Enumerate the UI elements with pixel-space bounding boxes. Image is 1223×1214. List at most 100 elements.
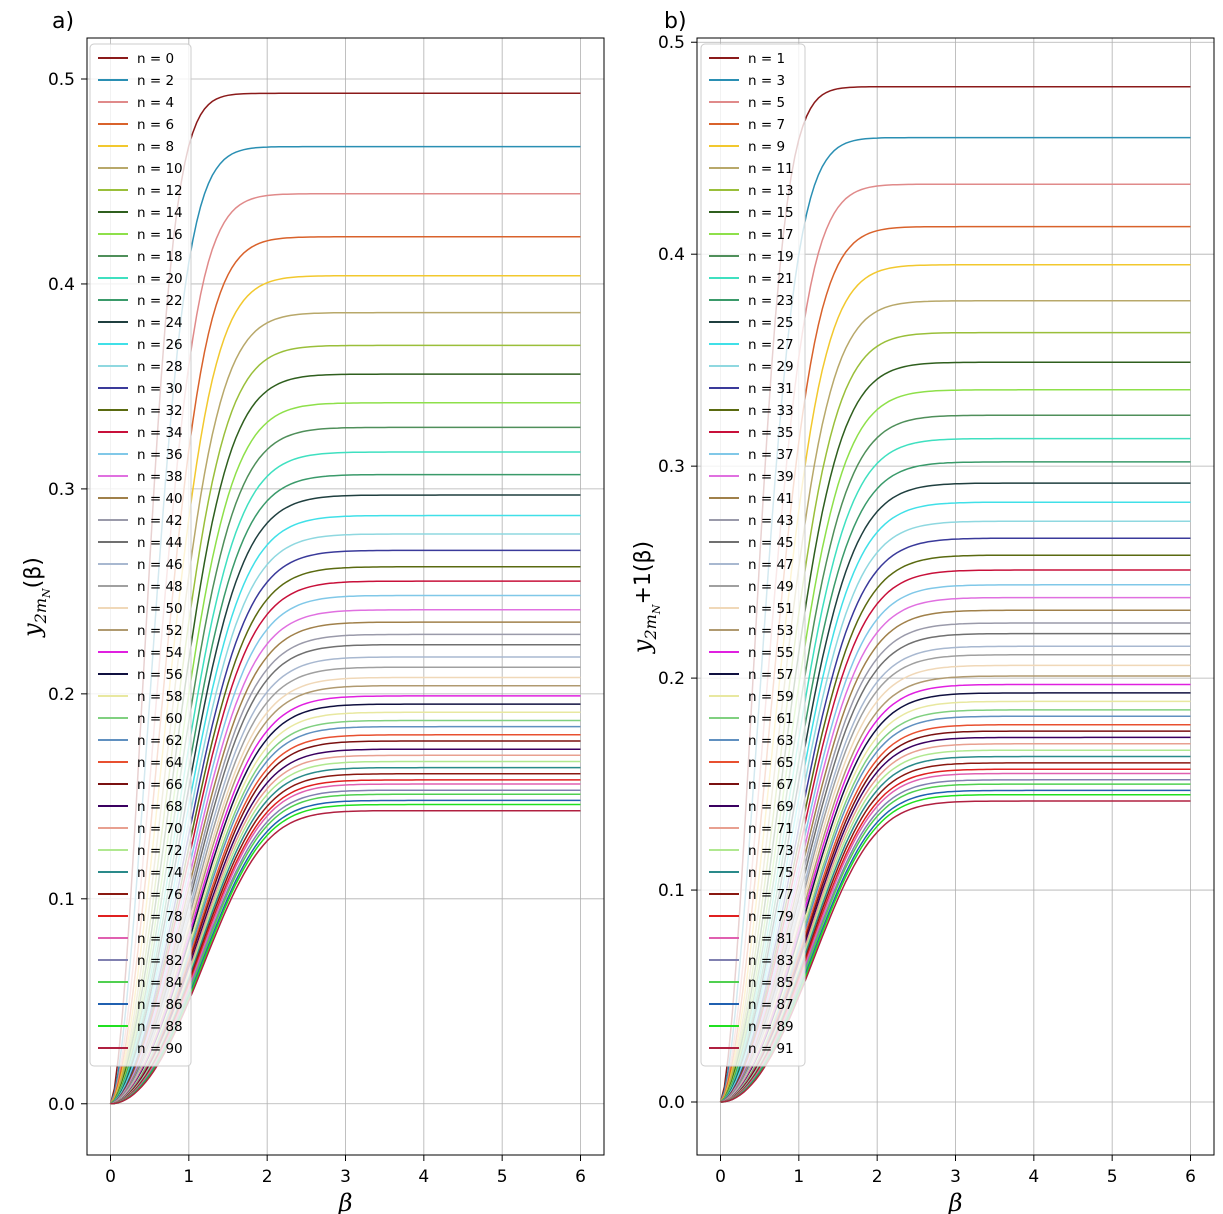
y-tick-label: 0.0 — [658, 1093, 685, 1113]
legend-label: n = 73 — [748, 843, 794, 859]
x-axis-label: β — [338, 1189, 353, 1214]
legend-label: n = 11 — [748, 161, 794, 177]
legend-label: n = 13 — [748, 183, 794, 199]
legend-label: n = 0 — [137, 51, 174, 67]
legend-label: n = 54 — [137, 645, 183, 661]
legend-label: n = 80 — [137, 931, 183, 947]
legend-label: n = 75 — [748, 865, 794, 881]
legend-label: n = 39 — [748, 469, 794, 485]
legend-label: n = 29 — [748, 359, 794, 375]
legend-label: n = 19 — [748, 249, 794, 265]
legend-label: n = 91 — [748, 1041, 794, 1057]
x-tick-label: 3 — [340, 1167, 351, 1187]
legend-label: n = 21 — [748, 271, 794, 287]
legend-label: n = 59 — [748, 689, 794, 705]
legend-label: n = 23 — [748, 293, 794, 309]
legend-label: n = 46 — [137, 557, 183, 573]
chart-panel-b: 0 1 2 3 4 5 6 0.0 0.1 0.2 0.3 0.4 0.5 β y2mN+1(β) b) n =… — [628, 9, 1215, 1214]
legend-label: n = 62 — [137, 733, 183, 749]
legend-label: n = 78 — [137, 909, 183, 925]
legend-label: n = 41 — [748, 491, 794, 507]
x-tick-label: 5 — [497, 1167, 508, 1187]
legend-label: n = 70 — [137, 821, 183, 837]
legend-label: n = 57 — [748, 667, 794, 683]
legend-label: n = 55 — [748, 645, 794, 661]
legend-label: n = 83 — [748, 953, 794, 969]
y-tick-label: 0.0 — [48, 1095, 75, 1115]
legend-label: n = 32 — [137, 403, 183, 419]
y-tick-label: 0.3 — [48, 480, 75, 500]
legend-label: n = 84 — [137, 975, 183, 991]
y-tick-label: 0.2 — [658, 669, 685, 689]
legend-label: n = 30 — [137, 381, 183, 397]
legend-label: n = 4 — [137, 95, 174, 111]
legend-label: n = 43 — [748, 513, 794, 529]
legend-label: n = 38 — [137, 469, 183, 485]
legend-label: n = 85 — [748, 975, 794, 991]
x-tick-label: 2 — [872, 1167, 883, 1187]
legend-label: n = 1 — [748, 51, 785, 67]
y-tick-label: 0.5 — [658, 33, 685, 53]
legend-label: n = 16 — [137, 227, 183, 243]
x-tick-label: 0 — [105, 1167, 116, 1187]
x-tick-label: 4 — [1028, 1167, 1039, 1187]
legend-label: n = 61 — [748, 711, 794, 727]
panel-label: b) — [664, 9, 687, 34]
legend-label: n = 15 — [748, 205, 794, 221]
legend-label: n = 56 — [137, 667, 183, 683]
y-axis-label: y2mN+1(β) — [628, 541, 663, 654]
x-tick-label: 1 — [793, 1167, 804, 1187]
y-tick-label: 0.1 — [658, 881, 685, 901]
legend-label: n = 17 — [748, 227, 794, 243]
series-lines — [109, 92, 581, 1105]
legend-label: n = 64 — [137, 755, 183, 771]
legend-label: n = 81 — [748, 931, 794, 947]
legend-label: n = 45 — [748, 535, 794, 551]
x-axis-label: β — [948, 1189, 963, 1214]
legend-label: n = 25 — [748, 315, 794, 331]
x-tick-label: 6 — [575, 1167, 586, 1187]
legend-label: n = 49 — [748, 579, 794, 595]
legend-label: n = 35 — [748, 425, 794, 441]
x-tick-label: 3 — [950, 1167, 961, 1187]
x-tick-label: 6 — [1185, 1167, 1196, 1187]
legend-label: n = 47 — [748, 557, 794, 573]
legend-label: n = 37 — [748, 447, 794, 463]
y-axis-label: y2mN(β) — [18, 557, 53, 638]
legend-label: n = 2 — [137, 73, 174, 89]
legend-label: n = 22 — [137, 293, 183, 309]
legend-label: n = 31 — [748, 381, 794, 397]
legend-label: n = 66 — [137, 777, 183, 793]
legend-label: n = 52 — [137, 623, 183, 639]
legend: n = 1 n = 3 n = 5 n = 7 n = 9 n = 11 n = 13 n =… — [700, 43, 806, 1067]
x-tick-label: 0 — [715, 1167, 726, 1187]
legend-label: n = 24 — [137, 315, 183, 331]
legend-label: n = 12 — [137, 183, 183, 199]
x-tick-label: 5 — [1107, 1167, 1118, 1187]
legend-label: n = 7 — [748, 117, 785, 133]
legend-label: n = 82 — [137, 953, 183, 969]
legend-label: n = 44 — [137, 535, 183, 551]
legend-label: n = 79 — [748, 909, 794, 925]
legend-label: n = 9 — [748, 139, 785, 155]
chart-panel-a: 0 1 2 3 4 5 6 0.0 0.1 0.2 0.3 0.4 0.5 β y2mN(β) a) n = 0… — [18, 9, 605, 1214]
legend-label: n = 3 — [748, 73, 785, 89]
legend-label: n = 48 — [137, 579, 183, 595]
legend-label: n = 72 — [137, 843, 183, 859]
legend-label: n = 69 — [748, 799, 794, 815]
legend-label: n = 34 — [137, 425, 183, 441]
legend: n = 0 n = 2 n = 4 n = 6 n = 8 n = 10 n = 12 n =… — [89, 43, 192, 1067]
legend-label: n = 87 — [748, 997, 794, 1013]
legend-label: n = 28 — [137, 359, 183, 375]
legend-label: n = 88 — [137, 1019, 183, 1035]
y-tick-label: 0.5 — [48, 70, 75, 90]
y-tick-label: 0.4 — [658, 245, 685, 265]
legend-label: n = 36 — [137, 447, 183, 463]
legend-label: n = 18 — [137, 249, 183, 265]
legend-label: n = 33 — [748, 403, 794, 419]
y-tick-label: 0.2 — [48, 685, 75, 705]
x-tick-label: 1 — [183, 1167, 194, 1187]
legend-label: n = 71 — [748, 821, 794, 837]
